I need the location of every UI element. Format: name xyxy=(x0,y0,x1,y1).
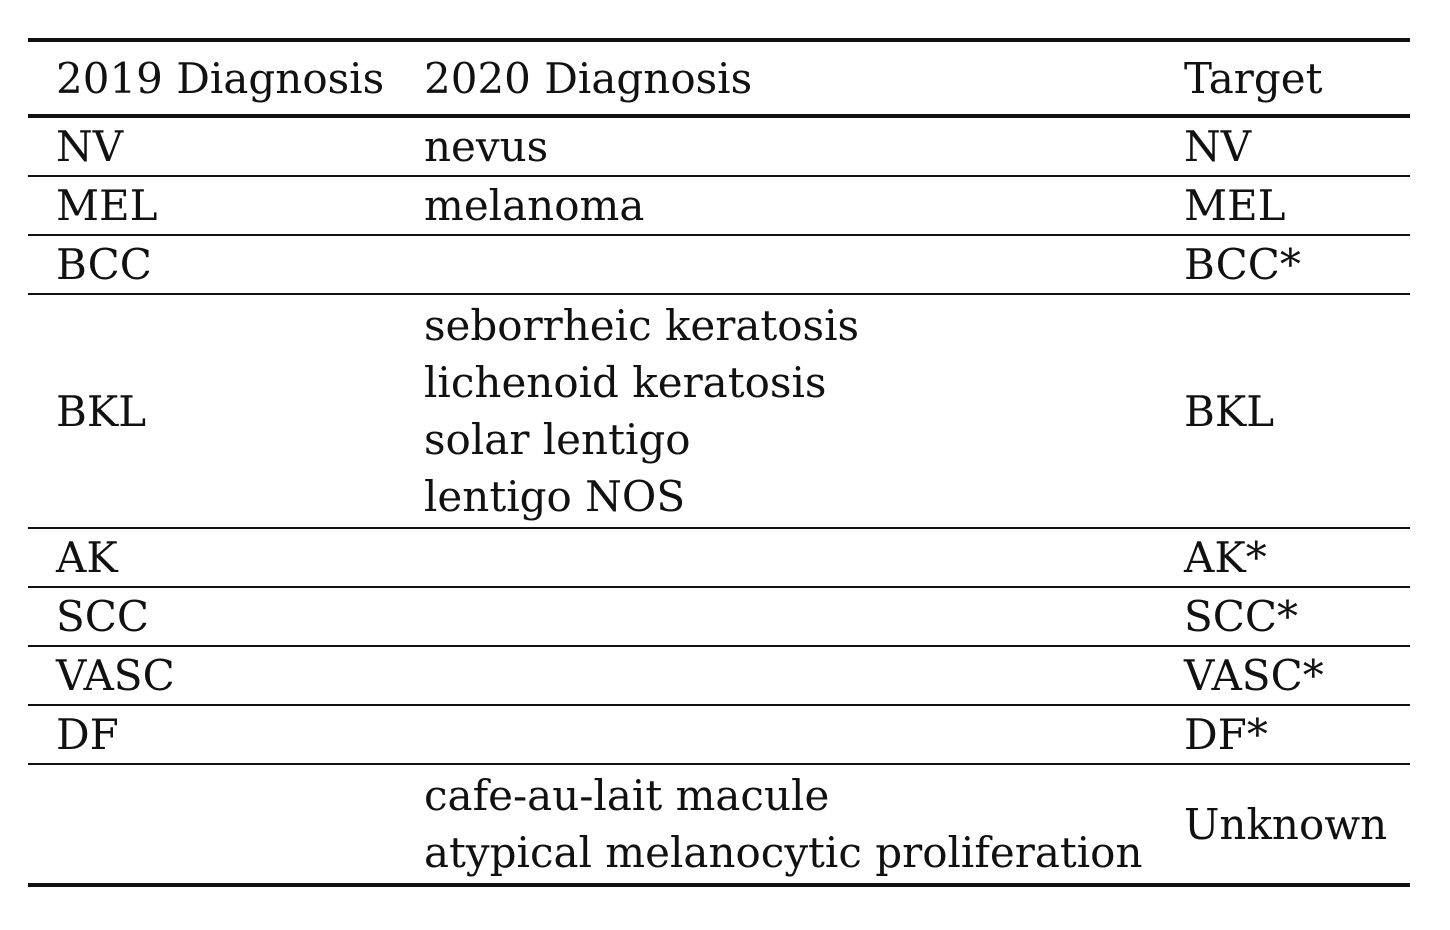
cell-2019-diagnosis xyxy=(28,764,424,885)
diagnosis-2020-entry: nevus xyxy=(424,122,549,171)
table-row: VASC VASC* xyxy=(28,646,1410,705)
cell-2019-diagnosis: MEL xyxy=(56,181,158,230)
table-row: AK AK* xyxy=(28,528,1410,587)
table-row: DF DF* xyxy=(28,705,1410,764)
table-row: BKL seborrheic keratosis lichenoid keratos… xyxy=(28,294,1410,528)
diagnosis-mapping-table: 2019 Diagnosis 2020 Diagnosis Target NV n… xyxy=(28,38,1410,887)
cell-target: SCC* xyxy=(1184,592,1299,641)
diagnosis-2020-entry: melanoma xyxy=(424,181,645,230)
cell-2019-diagnosis: DF xyxy=(56,710,119,759)
cell-2019-diagnosis: BCC xyxy=(56,240,152,289)
diagnosis-2020-entry: lichenoid keratosis xyxy=(424,358,827,407)
cell-2020-diagnosis xyxy=(424,235,1184,294)
cell-target: DF* xyxy=(1184,710,1268,759)
cell-2019-diagnosis: SCC xyxy=(56,592,150,641)
diagnosis-mapping-table-container: 2019 Diagnosis 2020 Diagnosis Target NV n… xyxy=(28,38,1410,887)
cell-target: MEL xyxy=(1184,181,1286,230)
cell-2020-diagnosis xyxy=(424,646,1184,705)
cell-2020-diagnosis xyxy=(424,705,1184,764)
cell-target: AK* xyxy=(1184,533,1267,582)
cell-target: BCC* xyxy=(1184,240,1301,289)
cell-2020-diagnosis xyxy=(424,587,1184,646)
table-row: SCC SCC* xyxy=(28,587,1410,646)
diagnosis-2020-entry: lentigo NOS xyxy=(424,472,686,521)
cell-target: VASC* xyxy=(1184,651,1324,700)
cell-2020-diagnosis: melanoma xyxy=(424,176,1184,235)
cell-2019-diagnosis: VASC xyxy=(56,651,175,700)
table-header: 2019 Diagnosis 2020 Diagnosis Target xyxy=(28,40,1410,116)
cell-2020-diagnosis xyxy=(424,528,1184,587)
diagnosis-2020-entry: cafe-au-lait macule xyxy=(424,771,830,820)
table-row: NV nevus NV xyxy=(28,116,1410,176)
cell-2020-diagnosis: nevus xyxy=(424,116,1184,176)
header-2019-diagnosis: 2019 Diagnosis xyxy=(56,53,385,103)
table-row: MEL melanoma MEL xyxy=(28,176,1410,235)
header-row: 2019 Diagnosis 2020 Diagnosis Target xyxy=(28,40,1410,116)
table-body: NV nevus NV MEL melanoma MEL BCC BCC* BKL seborrh… xyxy=(28,116,1410,885)
cell-2019-diagnosis: BKL xyxy=(56,386,147,436)
cell-2019-diagnosis: NV xyxy=(56,122,124,171)
header-target: Target xyxy=(1184,53,1323,103)
cell-2019-diagnosis: AK xyxy=(56,533,118,582)
cell-2020-diagnosis: seborrheic keratosis lichenoid keratosis s… xyxy=(424,294,1184,528)
table-row: cafe-au-lait macule atypical melanocytic … xyxy=(28,764,1410,885)
diagnosis-2020-entry: solar lentigo xyxy=(424,415,691,464)
cell-target: NV xyxy=(1184,122,1252,171)
diagnosis-2020-entry: atypical melanocytic proliferation xyxy=(424,828,1143,877)
cell-target: Unknown xyxy=(1184,799,1388,849)
diagnosis-2020-entry: seborrheic keratosis xyxy=(424,301,860,350)
cell-2020-diagnosis: cafe-au-lait macule atypical melanocytic … xyxy=(424,764,1184,885)
cell-target: BKL xyxy=(1184,386,1275,436)
header-2020-diagnosis: 2020 Diagnosis xyxy=(424,53,753,103)
table-row: BCC BCC* xyxy=(28,235,1410,294)
